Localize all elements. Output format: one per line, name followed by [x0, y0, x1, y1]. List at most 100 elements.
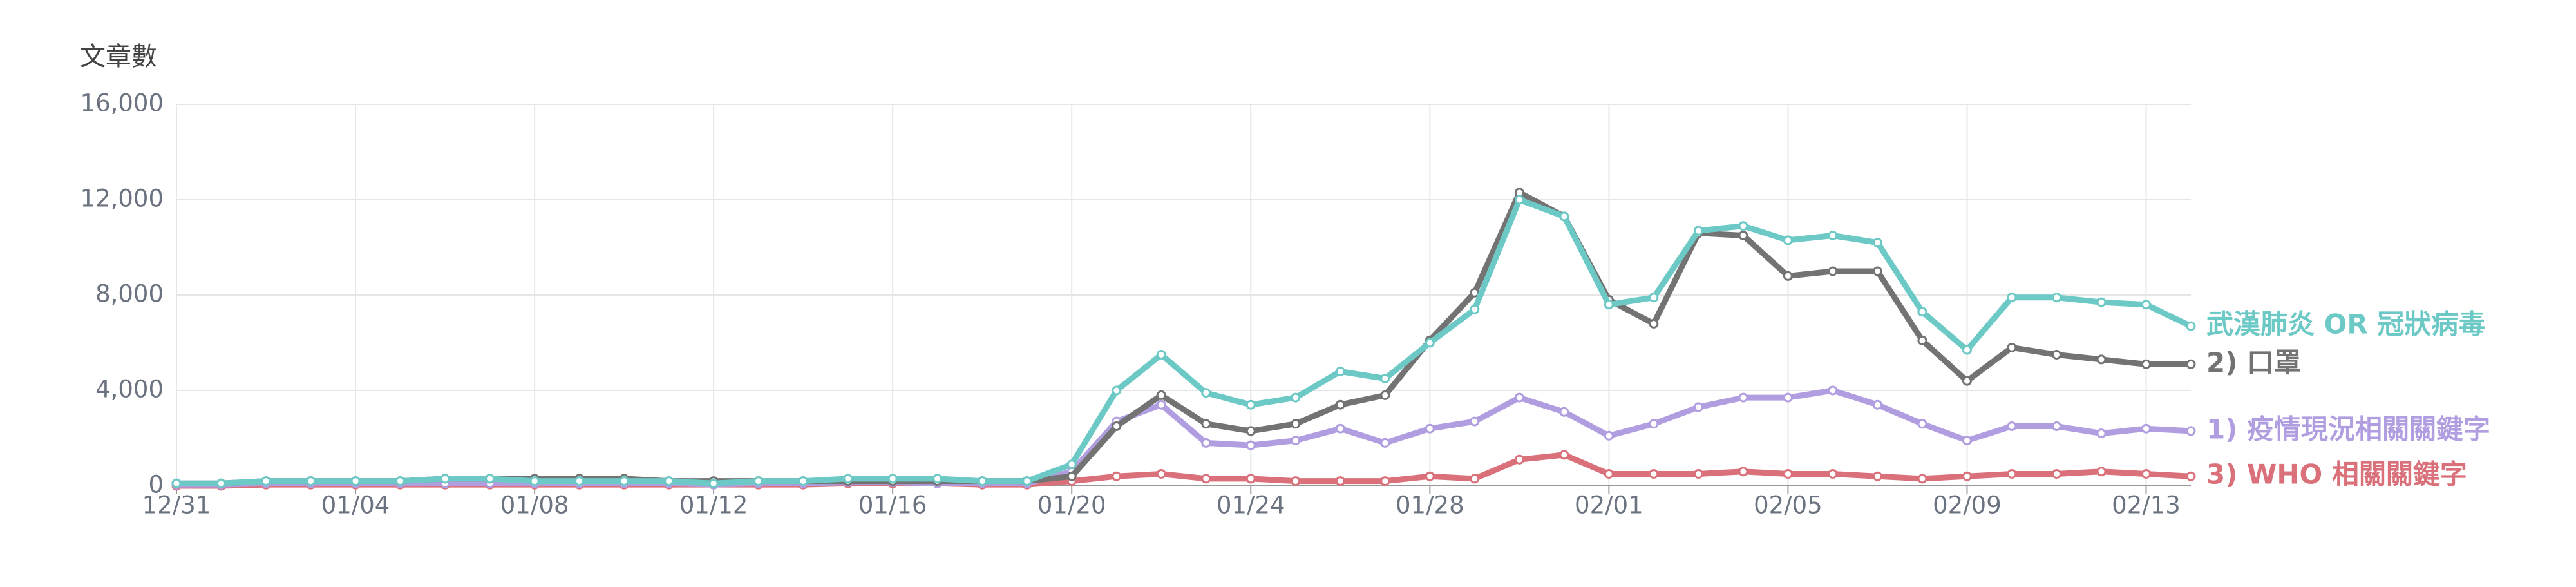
data-point: [261, 476, 271, 486]
data-point: [708, 478, 719, 488]
data-point: [1649, 419, 1659, 429]
data-point: [977, 476, 987, 486]
data-point: [1962, 376, 1972, 386]
data-point: [1872, 471, 1882, 481]
data-point: [2096, 467, 2107, 477]
data-point: [1559, 450, 1569, 460]
data-point: [1335, 423, 1345, 434]
data-point: [1201, 419, 1211, 429]
data-point: [1649, 293, 1659, 303]
data-point: [1872, 399, 1882, 410]
data-point: [2141, 469, 2151, 479]
data-point: [2141, 300, 2151, 310]
data-point: [2007, 421, 2017, 431]
data-point: [1649, 469, 1659, 479]
y-axis-label: 文章數: [80, 42, 157, 72]
data-point: [1425, 471, 1435, 481]
data-point: [1604, 469, 1614, 479]
data-point: [664, 476, 674, 486]
data-point: [1380, 438, 1390, 448]
data-point: [1380, 374, 1390, 383]
data-point: [2186, 426, 2196, 436]
data-point: [1514, 454, 1524, 465]
x-tick-label: 01/16: [858, 492, 927, 519]
data-point: [1693, 469, 1703, 479]
x-tick-label: 02/05: [1754, 492, 1823, 519]
data-point: [1201, 474, 1211, 484]
y-tick-label: 8,000: [95, 280, 164, 308]
data-point: [1470, 416, 1480, 427]
data-point: [1156, 399, 1166, 410]
data-point: [1112, 421, 1122, 431]
data-point: [2051, 469, 2061, 479]
data-point: [1962, 345, 1972, 355]
x-tick-label: 01/24: [1217, 492, 1285, 519]
data-point: [350, 476, 361, 486]
data-point: [1335, 476, 1345, 486]
data-point: [1917, 474, 1927, 484]
x-tick-label: 01/12: [679, 492, 748, 519]
data-point: [1156, 390, 1166, 400]
data-point: [306, 476, 316, 486]
y-tick-label: 0: [148, 471, 164, 499]
data-point: [1783, 235, 1793, 245]
data-point: [1335, 399, 1345, 410]
data-point: [2096, 354, 2107, 365]
data-point: [1693, 402, 1703, 412]
data-point: [1828, 385, 1838, 396]
data-point: [485, 474, 495, 484]
data-point: [1917, 419, 1927, 429]
x-tick-label: 01/04: [321, 492, 390, 519]
data-point: [1022, 476, 1032, 486]
data-point: [2096, 428, 2107, 439]
series-line: [176, 387, 2192, 488]
data-point: [1291, 392, 1301, 403]
data-point: [1738, 467, 1748, 477]
data-point: [2141, 423, 2151, 434]
data-point: [2007, 293, 2017, 303]
data-point: [1783, 271, 1793, 281]
data-point: [1245, 399, 1256, 410]
data-point: [1872, 266, 1882, 276]
data-point: [1559, 211, 1569, 222]
series-label: 2) 口罩: [2206, 347, 2301, 378]
y-tick-label: 16,000: [80, 90, 164, 117]
data-point: [1514, 392, 1524, 403]
data-point: [1917, 307, 1927, 317]
data-point: [753, 476, 764, 486]
data-point: [2051, 293, 2061, 303]
data-point: [440, 474, 450, 484]
data-point: [933, 474, 943, 484]
data-point: [1962, 436, 1972, 446]
data-point: [1335, 366, 1345, 376]
data-point: [1738, 221, 1748, 231]
data-point: [1514, 195, 1524, 205]
x-tick-label: 01/08: [500, 492, 569, 519]
data-point: [1201, 438, 1211, 448]
series-label: 1) 疫情現況相關關鍵字: [2206, 413, 2490, 445]
data-point: [2051, 350, 2061, 360]
data-point: [2186, 321, 2196, 331]
data-point: [2141, 359, 2151, 369]
data-point: [1470, 474, 1480, 484]
data-point: [1066, 471, 1077, 481]
data-point: [2186, 471, 2196, 481]
data-point: [1783, 469, 1793, 479]
data-point: [1201, 388, 1211, 398]
series-label: 3) WHO 相關關鍵字: [2206, 459, 2467, 490]
data-point: [2051, 421, 2061, 431]
data-point: [843, 474, 853, 484]
data-point: [1604, 430, 1614, 441]
data-point: [171, 478, 182, 488]
data-point: [216, 478, 227, 488]
data-point: [619, 476, 629, 486]
data-point: [1470, 304, 1480, 314]
data-point: [1112, 385, 1122, 396]
data-point: [1738, 231, 1748, 240]
data-point: [798, 476, 808, 486]
data-point: [395, 476, 406, 486]
series-line: [176, 197, 2192, 486]
series-line: [176, 189, 2191, 486]
data-point: [1291, 419, 1301, 429]
